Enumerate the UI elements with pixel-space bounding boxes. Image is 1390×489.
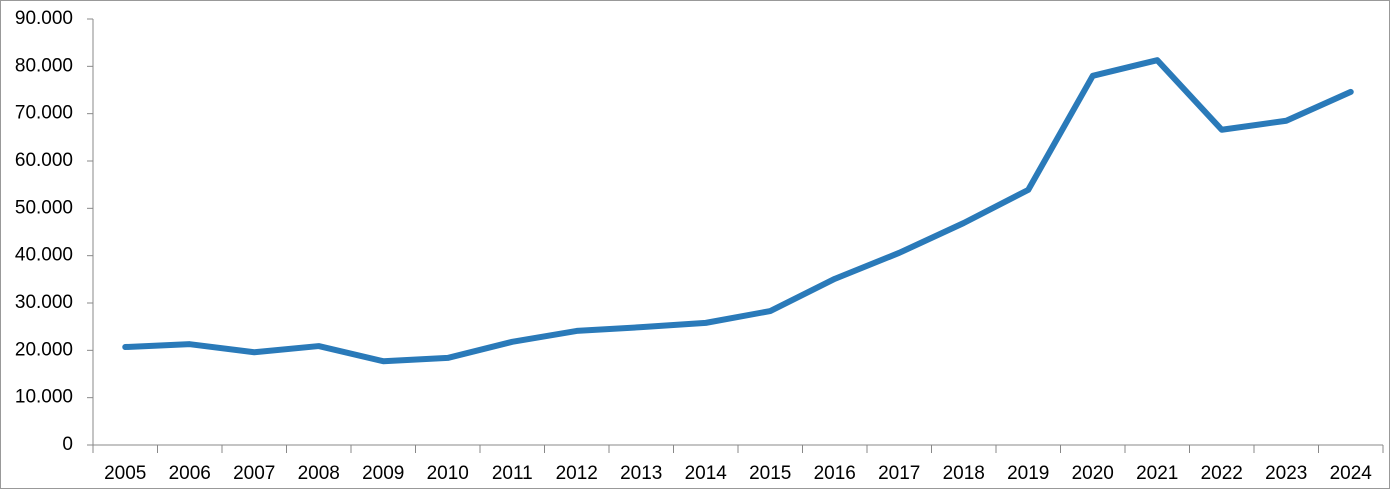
x-tick-label: 2018 xyxy=(943,463,985,484)
y-tick-label: 60.000 xyxy=(15,150,73,171)
y-tick-label: 40.000 xyxy=(15,245,73,266)
x-tick-label: 2019 xyxy=(1007,463,1049,484)
x-tick-label: 2014 xyxy=(685,463,728,484)
x-tick-label: 2011 xyxy=(492,463,533,484)
x-tick-label: 2016 xyxy=(814,463,856,484)
y-tick-label: 10.000 xyxy=(15,387,73,408)
y-tick-label: 80.000 xyxy=(15,55,73,76)
x-tick-label: 2024 xyxy=(1330,463,1373,484)
y-tick-label: 50.000 xyxy=(15,197,73,218)
y-tick-label: 70.000 xyxy=(15,103,73,124)
x-tick-label: 2009 xyxy=(362,463,404,484)
y-tick-label: 0 xyxy=(62,434,73,455)
x-tick-label: 2008 xyxy=(298,463,340,484)
y-tick-label: 90.000 xyxy=(15,8,73,29)
data-line xyxy=(122,57,1354,365)
x-tick-label: 2020 xyxy=(1072,463,1114,484)
x-tick-label: 2017 xyxy=(878,463,920,484)
x-tick-label: 2007 xyxy=(233,463,275,484)
x-tick-label: 2022 xyxy=(1201,463,1243,484)
x-tick-label: 2021 xyxy=(1136,463,1178,484)
x-tick-label: 2023 xyxy=(1265,463,1307,484)
y-tick-label: 20.000 xyxy=(15,339,73,360)
x-tick-label: 2006 xyxy=(169,463,211,484)
x-tick-label: 2015 xyxy=(749,463,791,484)
x-tick-label: 2005 xyxy=(104,463,146,484)
y-tick-label: 30.000 xyxy=(15,292,73,313)
x-tick-label: 2010 xyxy=(427,463,469,484)
x-tick-label: 2012 xyxy=(556,463,598,484)
x-tick-label: 2013 xyxy=(620,463,662,484)
